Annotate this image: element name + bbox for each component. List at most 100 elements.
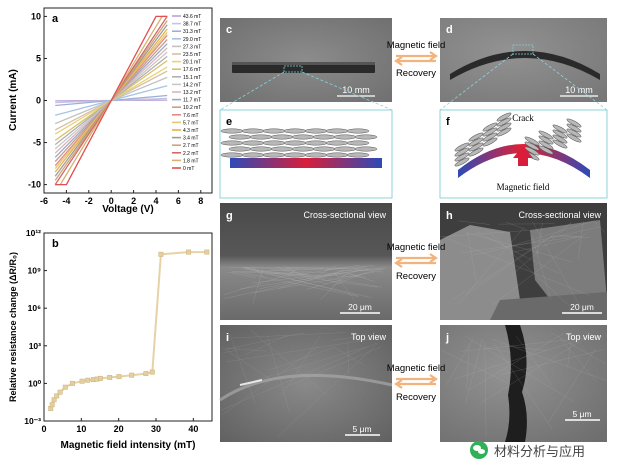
panel-f-flakes [454, 112, 582, 167]
flake [333, 134, 357, 140]
y-tick-label: 10³ [29, 341, 41, 351]
flake [249, 146, 273, 152]
flake [325, 128, 349, 134]
panel-b-xlabel: Magnetic field intensity (mT) [60, 440, 195, 451]
x-tick-label: 6 [176, 196, 181, 206]
panel-j-title: Top view [566, 332, 602, 342]
panel-j-scalebar: 5 μm [572, 409, 591, 419]
data-point [57, 389, 63, 395]
arrow-3-forward-label: Magnetic field [387, 363, 446, 374]
flake [482, 122, 498, 132]
flake [270, 134, 294, 140]
legend-entry: 7.6 mT [183, 113, 199, 119]
legend-entry: 1.8 mT [183, 158, 199, 164]
transition-arrows-2: Magnetic field Recovery [387, 242, 446, 282]
flake [304, 152, 328, 158]
flake [291, 134, 315, 140]
flake [228, 146, 252, 152]
flake [270, 146, 294, 152]
flake [538, 145, 554, 155]
flake [482, 137, 498, 147]
flake [346, 140, 370, 146]
flake [566, 128, 582, 138]
panel-i-scalebar: 5 μm [352, 424, 371, 434]
flake [552, 134, 568, 144]
flake [454, 152, 470, 162]
y-tick-label: 10¹² [26, 228, 41, 238]
transition-arrows-1: Magnetic field Recovery [387, 40, 446, 79]
data-point [54, 393, 60, 399]
watermark-text: 材料分析与应用 [494, 444, 586, 460]
panel-a-y-ticks: 10 5 0 -5 -10 [28, 11, 47, 190]
arrow-2-forward-label: Magnetic field [387, 242, 446, 253]
zoom-guides [219, 53, 608, 111]
data-point [107, 374, 113, 380]
panel-c-scalebar: 10 mm [342, 85, 370, 95]
panel-h-title: Cross-sectional view [518, 210, 601, 220]
flake [262, 152, 286, 158]
x-tick-label: -6 [40, 196, 48, 206]
flake [325, 140, 349, 146]
data-point [51, 397, 57, 403]
flake [566, 133, 582, 143]
data-point [158, 251, 164, 257]
legend-entry: 14.2 mT [183, 82, 201, 88]
panel-a-ylabel: Current (mA) [8, 69, 19, 131]
data-point [49, 402, 55, 408]
y-tick-label: 10⁶ [28, 303, 41, 313]
legend-entry: 27.3 mT [183, 44, 201, 50]
x-tick-label: 20 [114, 424, 124, 434]
y-tick-label: 10⁻³ [24, 416, 41, 426]
arrow-1-back-label: Recovery [396, 68, 436, 79]
transition-arrows-3: Magnetic field Recovery [387, 363, 446, 403]
legend-entry: 29.0 mT [183, 37, 201, 43]
flake [346, 128, 370, 134]
flake [538, 135, 554, 145]
flake [333, 146, 357, 152]
panel-a-label: a [52, 13, 59, 25]
x-tick-label: 4 [153, 196, 158, 206]
panel-i-title: Top view [351, 332, 387, 342]
arrow-3-back-label: Recovery [396, 392, 436, 403]
data-point [62, 384, 68, 390]
arrow-1-forward-label: Magnetic field [387, 40, 446, 51]
panel-f-field-label: Magnetic field [497, 182, 550, 192]
legend-entry: 2.7 mT [183, 143, 199, 149]
flake [325, 152, 349, 158]
flake [220, 152, 244, 158]
panel-a-xlabel: Voltage (V) [102, 204, 153, 215]
panel-d-photo: d 10 mm [440, 18, 607, 102]
data-point [143, 371, 149, 377]
flake [454, 142, 470, 152]
legend-entry: 31.3 mT [183, 29, 201, 35]
y-tick-label: 10⁹ [28, 266, 42, 276]
legend-entry: 17.6 mT [183, 67, 201, 73]
panel-f-label: f [446, 116, 450, 128]
data-point [186, 249, 191, 255]
x-tick-label: 8 [198, 196, 203, 206]
panel-e-label: e [226, 116, 232, 128]
left-arrow-icon [394, 379, 436, 389]
flake [496, 112, 512, 122]
panel-a-series [54, 15, 168, 186]
legend-entry: 15.1 mT [183, 75, 201, 81]
wechat-icon [470, 441, 488, 459]
x-tick-label: -2 [85, 196, 93, 206]
flake [354, 146, 378, 152]
legend-entry: 5.7 mT [183, 120, 199, 126]
legend-entry: 2.2 mT [183, 151, 199, 157]
flake [566, 118, 582, 128]
right-arrow-icon [396, 51, 438, 61]
flake [312, 146, 336, 152]
panel-i-sem: i Top view 5 μm [219, 325, 393, 442]
flake [262, 128, 286, 134]
panel-b-x-ticks: 0 10 20 30 40 [41, 418, 198, 434]
flake [524, 146, 540, 156]
flake [468, 147, 484, 157]
legend-entry: 13.2 mT [183, 90, 201, 96]
flake [354, 134, 378, 140]
left-arrow-icon [394, 56, 436, 66]
panel-g-sem: g Cross-sectional view 20 μm [220, 203, 392, 320]
flake [538, 140, 554, 150]
